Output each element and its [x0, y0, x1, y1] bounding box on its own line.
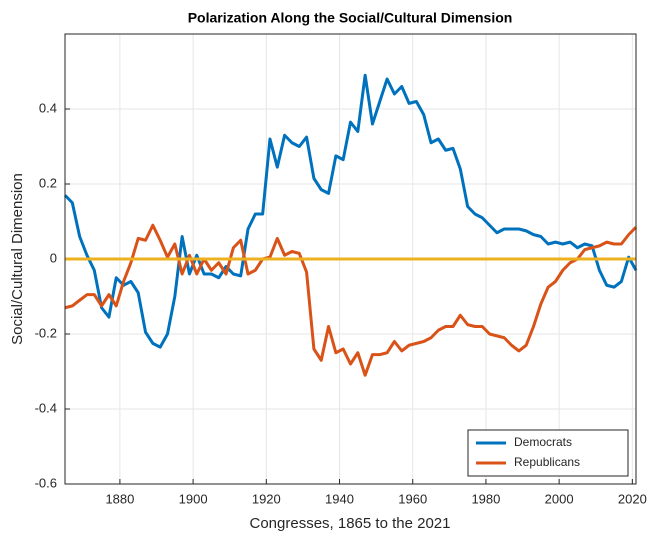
legend-box	[467, 429, 629, 477]
x-tick-label: 1920	[252, 491, 281, 506]
chart-title: Polarization Along the Social/Cultural D…	[188, 10, 513, 26]
y-tick-label: 0	[50, 250, 57, 265]
y-axis-label: Social/Cultural Dimension	[9, 173, 26, 345]
x-tick-label: 2020	[618, 491, 647, 506]
x-tick-label: 2000	[545, 491, 574, 506]
legend: Democrats Republicans	[467, 429, 629, 477]
x-axis-label: Congresses, 1865 to the 2021	[250, 515, 451, 532]
legend-label: Democrats	[514, 435, 572, 449]
x-tick-label: 1940	[325, 491, 354, 506]
y-tick-label: -0.6	[35, 475, 57, 490]
series-line	[64, 223, 638, 377]
x-tick-label: 1880	[105, 491, 134, 506]
y-tick-label: 0.4	[39, 100, 57, 115]
x-tick-label: 1980	[471, 491, 500, 506]
plot-frame	[64, 33, 637, 485]
x-tick-label: 1900	[179, 491, 208, 506]
x-tick-label: 1960	[398, 491, 427, 506]
legend-label: Republicans	[514, 455, 580, 469]
y-tick-label: -0.4	[35, 400, 57, 415]
y-tick-label: -0.2	[35, 325, 57, 340]
series-line	[63, 73, 638, 349]
y-tick-label: 0.2	[39, 175, 57, 190]
